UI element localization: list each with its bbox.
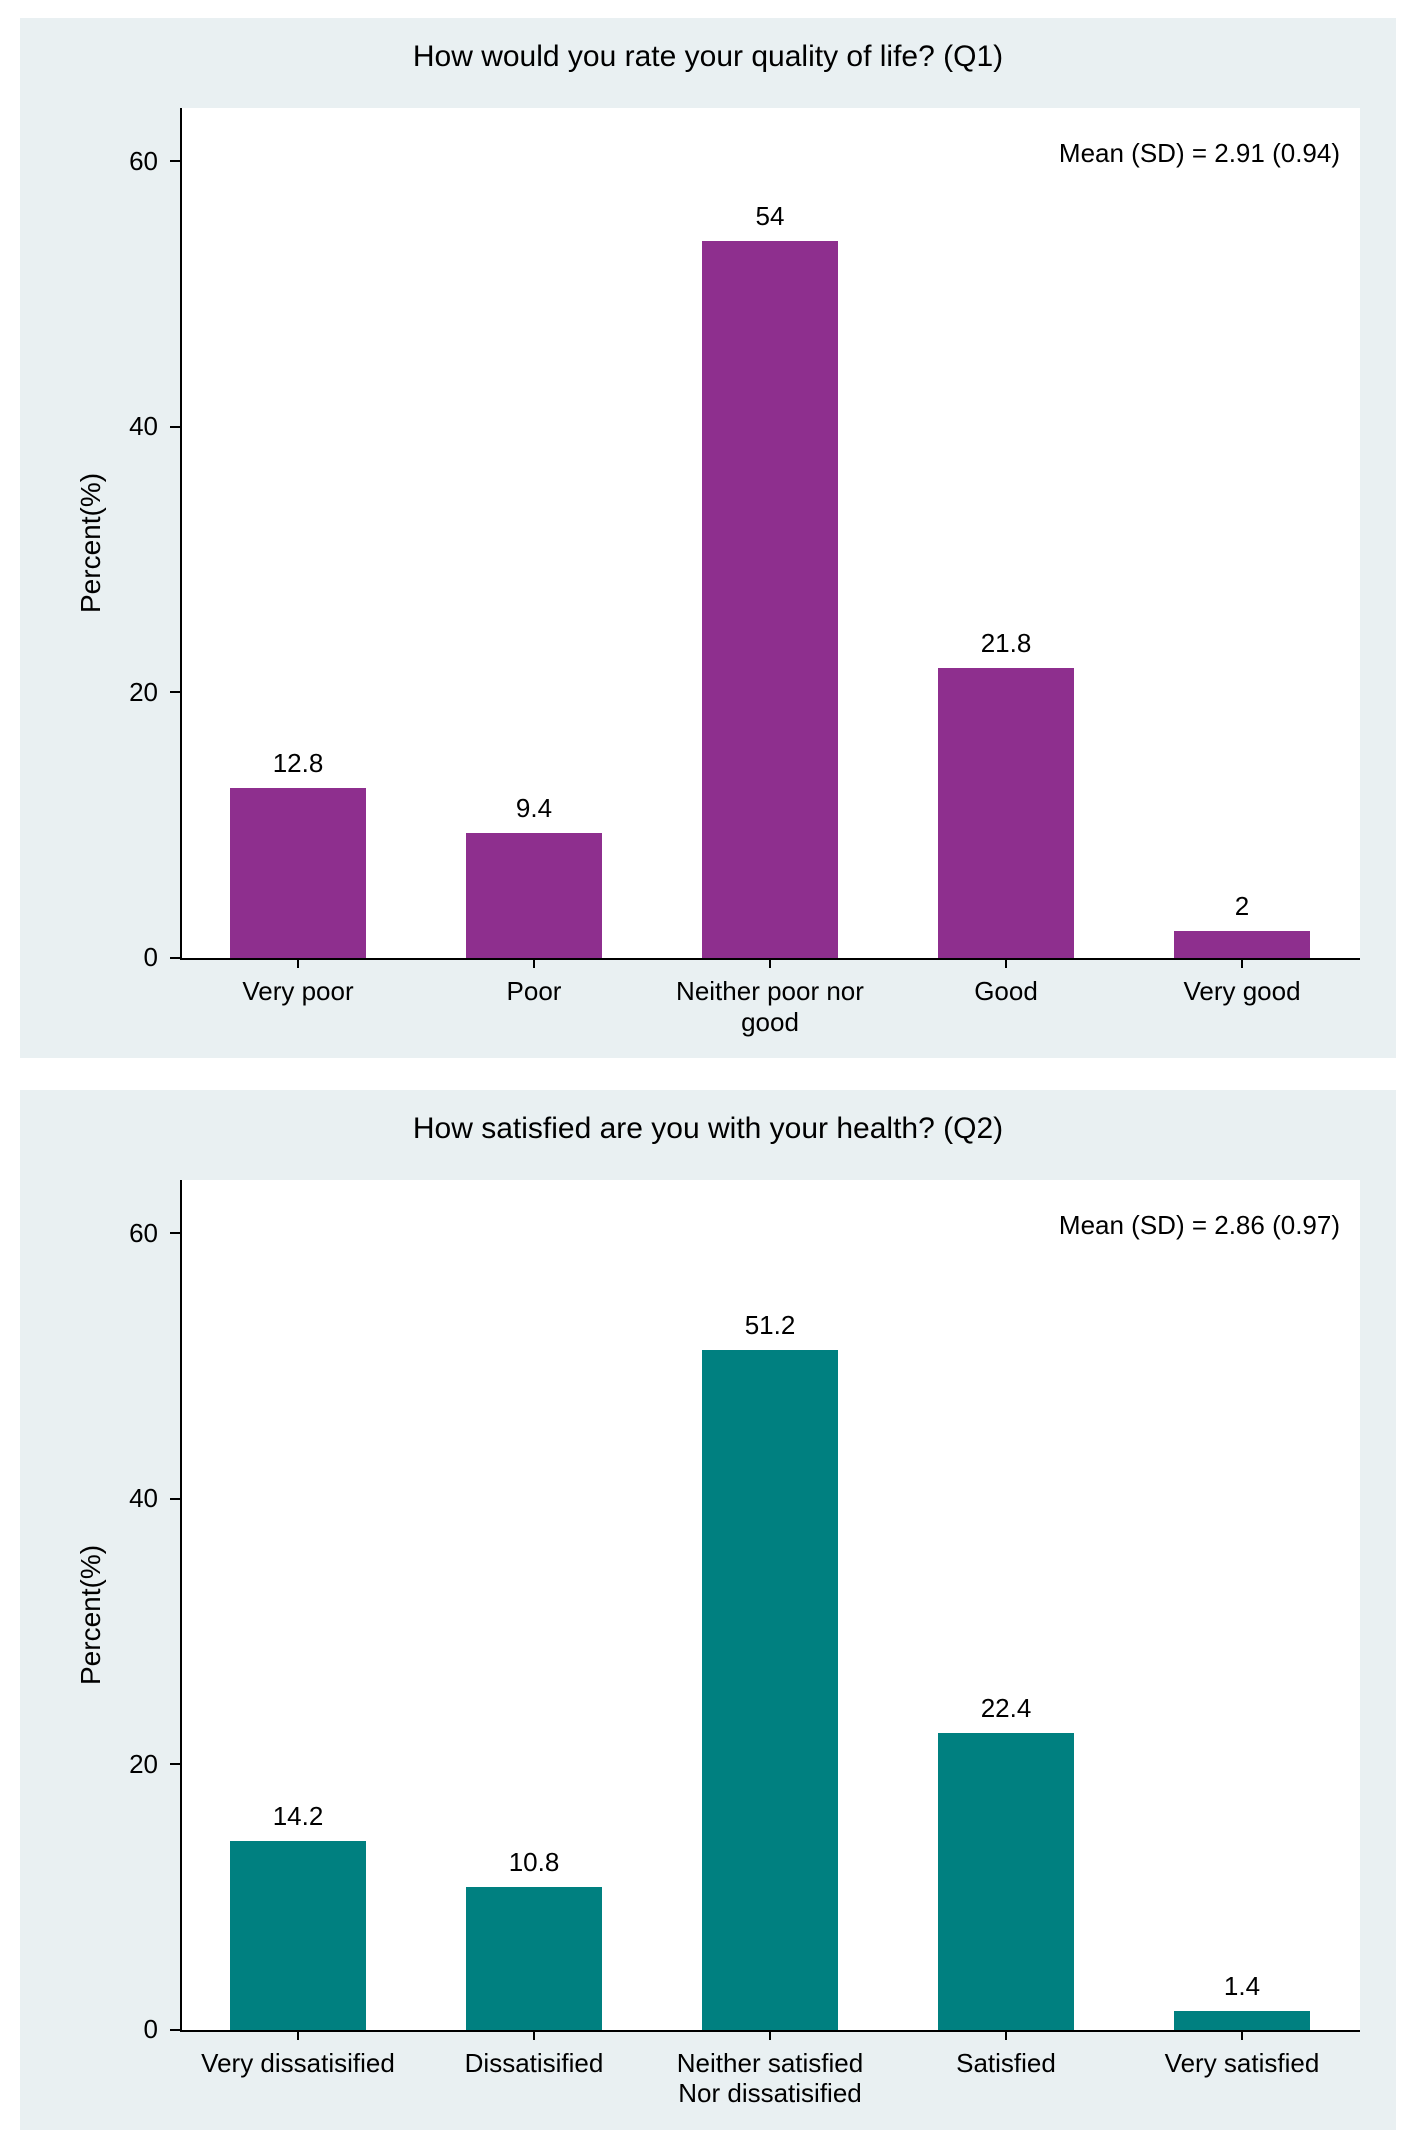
- bar-value-label: 1.4: [1124, 1971, 1360, 2002]
- y-tick: [170, 1232, 180, 1234]
- bar: [466, 1887, 603, 2030]
- y-tick-label: 40: [20, 411, 158, 442]
- x-tick: [533, 958, 535, 968]
- y-tick: [170, 691, 180, 693]
- bar-value-label: 12.8: [180, 748, 416, 779]
- y-axis-label: Percent(%): [75, 473, 107, 613]
- y-axis-line: [180, 1180, 182, 2030]
- y-tick-label: 60: [20, 146, 158, 177]
- y-axis-label: Percent(%): [75, 1545, 107, 1685]
- x-category-label: Poor: [416, 976, 652, 1007]
- y-tick-label: 20: [20, 1749, 158, 1780]
- x-tick: [297, 2030, 299, 2040]
- x-tick: [769, 958, 771, 968]
- x-category-label: Good: [888, 976, 1124, 1007]
- bar: [1174, 2011, 1311, 2030]
- x-category-label: Neither poor nor good: [652, 976, 888, 1038]
- y-tick-label: 40: [20, 1483, 158, 1514]
- chart-panel-q2: How satisfied are you with your health? …: [20, 1090, 1396, 2130]
- x-category-label: Very satisfied: [1124, 2048, 1360, 2079]
- bar: [230, 1841, 367, 2030]
- chart-title: How satisfied are you with your health? …: [20, 1112, 1396, 1146]
- bar-value-label: 22.4: [888, 1693, 1124, 1724]
- y-tick-label: 0: [20, 2014, 158, 2045]
- y-tick: [170, 426, 180, 428]
- bar-value-label: 14.2: [180, 1801, 416, 1832]
- x-category-label: Very dissatisified: [180, 2048, 416, 2079]
- x-category-label: Very good: [1124, 976, 1360, 1007]
- mean-sd-annotation: Mean (SD) = 2.91 (0.94): [1059, 138, 1340, 169]
- bar: [938, 668, 1075, 958]
- chart-panel-q1: How would you rate your quality of life?…: [20, 18, 1396, 1058]
- x-tick: [1005, 958, 1007, 968]
- x-tick: [769, 2030, 771, 2040]
- bar-value-label: 10.8: [416, 1847, 652, 1878]
- x-tick: [1005, 2030, 1007, 2040]
- bar: [702, 1350, 839, 2030]
- bar-value-label: 51.2: [652, 1310, 888, 1341]
- bar-value-label: 21.8: [888, 628, 1124, 659]
- y-tick-label: 60: [20, 1218, 158, 1249]
- bar: [230, 788, 367, 958]
- x-tick: [1241, 2030, 1243, 2040]
- x-tick: [533, 2030, 535, 2040]
- x-category-label: Neither satisfied: [652, 2048, 888, 2079]
- x-category-label-line2: Nor dissatisified: [652, 2078, 888, 2109]
- bar-value-label: 9.4: [416, 793, 652, 824]
- x-category-label: Satisfied: [888, 2048, 1124, 2079]
- y-tick: [170, 2029, 180, 2031]
- y-tick: [170, 160, 180, 162]
- x-tick: [297, 958, 299, 968]
- plot-area: [180, 108, 1360, 958]
- x-tick: [1241, 958, 1243, 968]
- bar: [938, 1733, 1075, 2031]
- y-tick: [170, 957, 180, 959]
- bar-value-label: 54: [652, 201, 888, 232]
- bar: [702, 241, 839, 958]
- bar-value-label: 2: [1124, 891, 1360, 922]
- x-category-label: Dissatisified: [416, 2048, 652, 2079]
- plot-area: [180, 1180, 1360, 2030]
- mean-sd-annotation: Mean (SD) = 2.86 (0.97): [1059, 1210, 1340, 1241]
- x-category-label: Very poor: [180, 976, 416, 1007]
- y-tick-label: 20: [20, 677, 158, 708]
- y-axis-line: [180, 108, 182, 958]
- bar: [466, 833, 603, 958]
- chart-title: How would you rate your quality of life?…: [20, 40, 1396, 74]
- bar: [1174, 931, 1311, 958]
- y-tick-label: 0: [20, 942, 158, 973]
- y-tick: [170, 1498, 180, 1500]
- y-tick: [170, 1763, 180, 1765]
